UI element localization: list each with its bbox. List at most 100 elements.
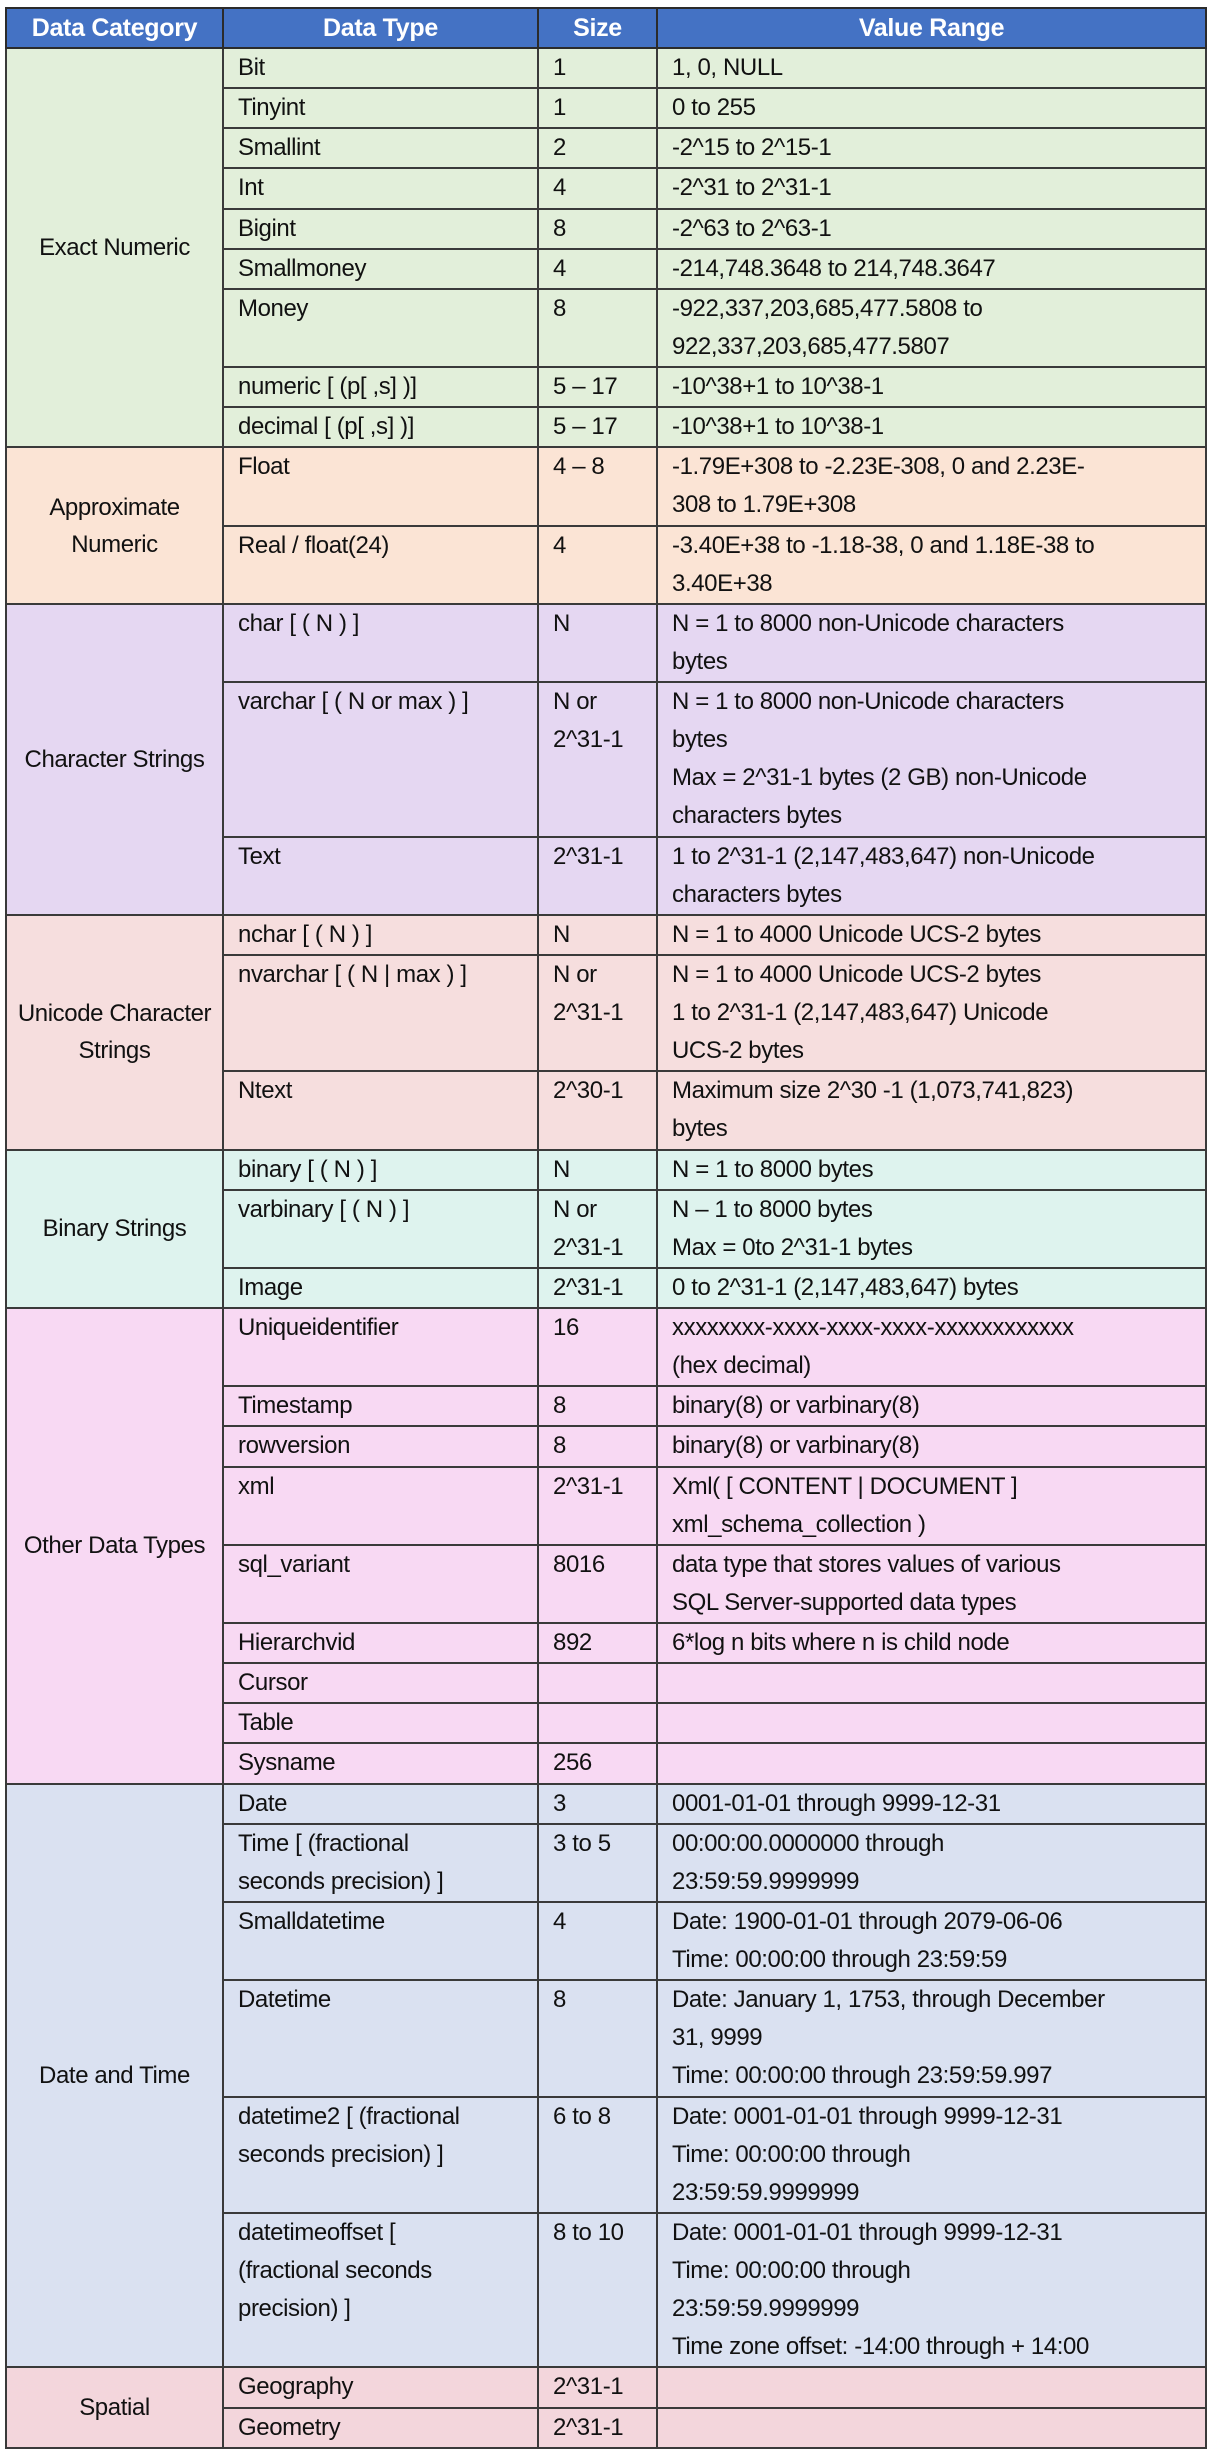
- size-cell: 2^31-1: [537, 2366, 658, 2409]
- data-type-cell-text: Timestamp: [238, 1392, 353, 1420]
- value-range-cell-line: -10^38+1 to 10^38-1: [672, 373, 884, 400]
- value-range-cell: N = 1 to 4000 Unicode UCS-2 bytes 1 to 2^…: [656, 953, 1207, 1073]
- table-row: varbinary [ ( N ) ] N or 2^31-1 N – 1 to 80…: [6, 1188, 1207, 1269]
- value-range-cell-line: -3.40E+38 to -1.18-38, 0 and 1.18E-38 to: [672, 531, 1095, 559]
- size-cell-line: 2^31-1: [553, 726, 624, 754]
- data-type-cell: Table: [222, 1702, 539, 1745]
- category-cell-approximate-numeric: Approximate Numeric: [5, 446, 224, 605]
- value-range-cell-line: N = 1 to 8000 non-Unicode characters: [672, 688, 1064, 715]
- data-type-cell-line: precision) ]: [238, 2295, 351, 2323]
- table-row: Sysname 256: [6, 1742, 1207, 1785]
- data-type-cell: Ntext: [222, 1070, 539, 1151]
- value-range-cell-line: 3.40E+38: [672, 569, 773, 597]
- value-range-cell-line: data type that stores values of various: [672, 1550, 1061, 1578]
- data-type-cell: Smallint: [222, 127, 539, 170]
- size-cell-line: N or: [553, 688, 597, 715]
- size-cell: 16: [537, 1306, 658, 1388]
- value-range-cell: N = 1 to 8000 non-Unicode characters byte…: [656, 602, 1207, 684]
- size-cell: N or 2^31-1: [537, 681, 658, 838]
- value-range-cell-line: bytes: [672, 726, 728, 754]
- size-cell-text: N: [553, 920, 570, 948]
- value-range-cell: 6*log n bits where n is child node: [656, 1621, 1207, 1665]
- table-row: xml 2^31-1 Xml( [ CONTENT | DOCUMENT ] xml_…: [6, 1465, 1207, 1546]
- value-range-cell-line: Date: January 1, 1753, through December: [672, 1986, 1105, 2014]
- data-type-cell-text: Table: [238, 1709, 294, 1737]
- data-type-cell: Real / float(24): [222, 524, 539, 605]
- value-range-cell: -214,748.3648 to 214,748.3647: [656, 247, 1207, 290]
- size-cell: 2^31-1: [537, 1266, 658, 1310]
- data-type-cell-text: Cursor: [238, 1669, 308, 1697]
- data-type-cell: varbinary [ ( N ) ]: [222, 1188, 539, 1269]
- data-type-cell: decimal [ (p[ ,s] )]: [222, 406, 539, 449]
- value-range-cell-line: -922,337,203,685,477.5808 to: [672, 294, 983, 322]
- value-range-cell: binary(8) or varbinary(8): [656, 1425, 1207, 1468]
- table-row: Smallint 2 -2^15 to 2^15-1: [6, 127, 1207, 170]
- value-range-cell-line: SQL Server-supported data types: [672, 1588, 1017, 1616]
- header-data-type: Data Type: [222, 7, 539, 49]
- table-row: Timestamp 8 binary(8) or varbinary(8): [6, 1385, 1207, 1428]
- size-cell: N: [537, 913, 658, 956]
- table-row: Time [ (fractional seconds precision) ] 3 …: [6, 1822, 1207, 1903]
- data-type-cell-text: sql_variant: [238, 1550, 350, 1578]
- data-type-cell: binary [ ( N ) ]: [222, 1148, 539, 1191]
- data-type-cell: Timestamp: [222, 1385, 539, 1428]
- table-row: Text 2^31-1 1 to 2^31-1 (2,147,483,647) no…: [6, 835, 1207, 916]
- data-type-cell-line: datetimeoffset [: [238, 2218, 396, 2246]
- size-cell: 4: [537, 167, 658, 210]
- value-range-cell: -10^38+1 to 10^38-1: [656, 365, 1207, 409]
- data-type-cell-line: seconds precision) ]: [238, 1867, 444, 1895]
- data-type-cell: Sysname: [222, 1742, 539, 1785]
- size-cell: 2^31-1: [537, 835, 658, 916]
- table-row: Smalldatetime 4 Date: 1900-01-01 through 2…: [6, 1900, 1207, 1982]
- size-cell-line: 2^31-1: [553, 999, 624, 1026]
- table-row: decimal [ (p[ ,s] )] 5 – 17 -10^38+1 to 10…: [6, 406, 1207, 449]
- data-type-cell-text: Smalldatetime: [238, 1907, 385, 1935]
- size-cell: 2: [537, 127, 658, 170]
- value-range-cell: Date: 0001-01-01 through 9999-12-31 Time:…: [656, 2211, 1207, 2369]
- value-range-cell: 0 to 2^31-1 (2,147,483,647) bytes: [656, 1266, 1207, 1310]
- table-row: Other Data Types Uniqueidentifier 16 xxxxxx…: [5, 1306, 1207, 1785]
- size-cell: 4: [537, 524, 658, 605]
- size-cell: 4: [537, 1900, 658, 1982]
- value-range-cell: 1, 0, NULL: [656, 46, 1207, 90]
- size-cell-text: 2: [553, 134, 566, 162]
- value-range-cell-line: 31, 9999: [672, 2024, 763, 2052]
- value-range-cell: N = 1 to 8000 non-Unicode characters byte…: [656, 681, 1207, 838]
- table-row: nvarchar [ ( N | max ) ] N or 2^31-1 N = 1 …: [6, 953, 1207, 1073]
- category-cell-date-and-time: Date and Time: [5, 1782, 224, 2369]
- data-type-cell-text: Uniqueidentifier: [238, 1314, 399, 1341]
- data-type-cell-text: Datetime: [238, 1986, 331, 2014]
- data-type-cell-text: decimal [ (p[ ,s] )]: [238, 413, 415, 441]
- size-cell-text: 5 – 17: [553, 373, 618, 400]
- value-range-cell: [656, 1742, 1207, 1785]
- size-cell-text: 3 to 5: [553, 1829, 611, 1857]
- value-range-cell-line: Time: 00:00:00 through 23:59:59.997: [672, 2062, 1053, 2090]
- value-range-cell-line: 922,337,203,685,477.5807: [672, 332, 950, 360]
- size-cell-text: 892: [553, 1629, 592, 1656]
- size-cell: 1: [537, 87, 658, 130]
- data-type-cell-line: (fractional seconds: [238, 2257, 432, 2284]
- data-type-cell: Cursor: [222, 1662, 539, 1705]
- table-row: Int 4 -2^31 to 2^31-1: [6, 167, 1207, 210]
- data-type-cell-line: seconds precision) ]: [238, 2140, 444, 2168]
- size-cell: 5 – 17: [537, 406, 658, 449]
- value-range-cell-line: 1 to 2^31-1 (2,147,483,647) Unicode: [672, 999, 1049, 1026]
- data-type-cell: Geometry: [222, 2406, 539, 2449]
- value-range-cell-line: xxxxxxxx-xxxx-xxxx-xxxx-xxxxxxxxxxxx: [672, 1314, 1074, 1341]
- data-type-cell-text: nchar [ ( N ) ]: [238, 920, 373, 948]
- value-range-cell: N = 1 to 8000 bytes: [656, 1148, 1207, 1191]
- size-cell: 5 – 17: [537, 365, 658, 409]
- data-type-cell: Uniqueidentifier: [222, 1306, 539, 1388]
- size-cell-text: 6 to 8: [553, 2102, 611, 2130]
- data-type-cell-text: Ntext: [238, 1077, 293, 1105]
- size-cell-text: 8: [553, 1392, 566, 1420]
- table-row: Ntext 2^30-1 Maximum size 2^30 -1 (1,073,7…: [6, 1070, 1207, 1151]
- value-range-cell-line: (hex decimal): [672, 1352, 811, 1380]
- value-range-cell-line: 0001-01-01 through 9999-12-31: [672, 1789, 1001, 1817]
- data-type-cell-text: nvarchar [ ( N | max ) ]: [238, 960, 467, 988]
- data-type-cell: Date: [222, 1782, 539, 1825]
- data-type-cell-text: rowversion: [238, 1432, 351, 1460]
- value-range-cell-line: Maximum size 2^30 -1 (1,073,741,823): [672, 1077, 1074, 1105]
- data-type-cell-line: datetime2 [ (fractional: [238, 2102, 460, 2130]
- size-cell-text: 2^30-1: [553, 1077, 624, 1105]
